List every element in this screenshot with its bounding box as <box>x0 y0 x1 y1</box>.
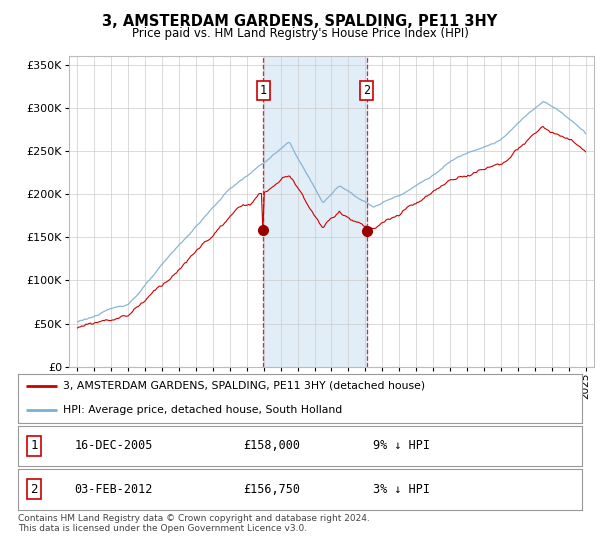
Text: 1: 1 <box>260 84 266 97</box>
Text: 03-FEB-2012: 03-FEB-2012 <box>74 483 153 496</box>
Text: 3, AMSTERDAM GARDENS, SPALDING, PE11 3HY (detached house): 3, AMSTERDAM GARDENS, SPALDING, PE11 3HY… <box>63 381 425 391</box>
Bar <box>263 56 367 367</box>
Text: Contains HM Land Registry data © Crown copyright and database right 2024.
This d: Contains HM Land Registry data © Crown c… <box>18 514 370 534</box>
Text: HPI: Average price, detached house, South Holland: HPI: Average price, detached house, Sout… <box>63 405 343 416</box>
Text: 2: 2 <box>364 84 370 97</box>
Text: Price paid vs. HM Land Registry's House Price Index (HPI): Price paid vs. HM Land Registry's House … <box>131 27 469 40</box>
Text: 3, AMSTERDAM GARDENS, SPALDING, PE11 3HY: 3, AMSTERDAM GARDENS, SPALDING, PE11 3HY <box>103 14 497 29</box>
Text: 16-DEC-2005: 16-DEC-2005 <box>74 439 153 452</box>
Text: 9% ↓ HPI: 9% ↓ HPI <box>373 439 430 452</box>
Text: 1: 1 <box>30 439 38 452</box>
Text: £156,750: £156,750 <box>244 483 301 496</box>
Text: 2: 2 <box>30 483 38 496</box>
Text: £158,000: £158,000 <box>244 439 301 452</box>
Text: 3% ↓ HPI: 3% ↓ HPI <box>373 483 430 496</box>
